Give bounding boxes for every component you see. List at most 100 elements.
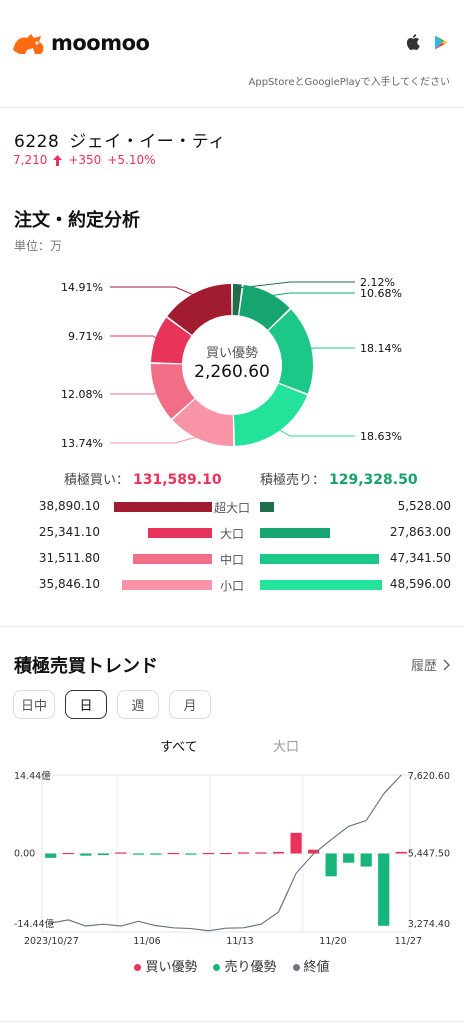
trend-bar (97, 853, 109, 856)
legend-item: 終値 (292, 956, 330, 975)
buy-bar (122, 580, 212, 590)
donut-slice (151, 364, 195, 419)
buy-bar (132, 554, 212, 564)
donut-slice-label: 13.74% (61, 437, 103, 450)
order-bar-row: 25,341.10 大口 27,863.00 (0, 523, 464, 543)
tab-monthly[interactable]: 月 (169, 690, 211, 719)
legend-dot (292, 964, 300, 971)
trend-title: 積極売買トレンド (14, 656, 158, 677)
filter-all[interactable]: すべて (160, 740, 198, 755)
x-tick-label: 2023/10/27 (24, 936, 79, 947)
store-note: AppStoreとGooglePlayで入手してください (248, 77, 451, 88)
buy-value: 35,846.10 (38, 577, 100, 591)
order-bar-row: 35,846.10 小口 48,596.00 (0, 575, 464, 595)
donut-slice-label: 18.14% (360, 342, 402, 355)
donut-slice-label: 18.63% (360, 430, 402, 443)
y-left-tick: 0.00 (14, 849, 35, 860)
google-play-icon[interactable] (434, 35, 448, 50)
y-right-tick: 7,620.60 (408, 771, 450, 782)
trend-bar (115, 852, 127, 854)
legend-item: 売り優勢 (213, 956, 277, 975)
buy-value: 31,511.80 (38, 551, 100, 565)
sell-total: 積極売り： 129,328.50 (260, 469, 418, 488)
order-analysis-title: 注文・約定分析 (14, 210, 140, 231)
trend-bar (150, 853, 162, 855)
buy-value: 25,341.10 (38, 525, 100, 539)
donut-slice-label: 9.71% (68, 330, 103, 343)
order-bar-row: 38,890.10 超大口 5,528.00 (0, 497, 464, 517)
chevron-right-icon (443, 658, 450, 671)
stock-price-line: 7,210 +350 +5.10% (13, 153, 156, 167)
donut-leader-line (110, 335, 160, 341)
donut-center-value: 2,260.60 (194, 362, 270, 382)
tab-weekly[interactable]: 週 (117, 690, 159, 719)
trend-bar (202, 852, 215, 855)
donut-leader-line (110, 435, 202, 444)
trend-chart: 14.44億 0.00 -14.44億 7,620.60 5,447.50 3,274.4… (14, 770, 450, 947)
trend-bar (237, 852, 250, 854)
trend-bar (132, 853, 144, 855)
order-size-category: 小口 (219, 579, 244, 593)
donut-slice-label: 14.91% (61, 281, 103, 294)
order-size-category: 大口 (219, 527, 244, 541)
order-size-category: 超大口 (213, 501, 250, 515)
buy-total-label: 積極買い： (64, 473, 130, 488)
filter-large[interactable]: 大口 (273, 740, 300, 755)
sell-value: 48,596.00 (389, 577, 451, 591)
sell-bar (260, 528, 330, 538)
x-tick-label: 11/13 (226, 936, 253, 947)
trend-bar (255, 852, 267, 854)
legend-dot (213, 964, 221, 971)
sell-value: 27,863.00 (389, 525, 451, 539)
stock-change-pct: +5.10% (107, 153, 156, 167)
trend-bar (167, 852, 180, 855)
app-name: moomoo (51, 31, 150, 55)
legend-label: 終値 (303, 960, 330, 975)
stock-name: ジェイ・イー・ティ (69, 132, 226, 152)
period-tabs: 日中 日 週 月 (13, 690, 211, 719)
stock-change: +350 (68, 153, 102, 167)
trend-bar (290, 832, 302, 854)
buy-bar (148, 528, 212, 538)
donut-leader-line (307, 347, 355, 351)
legend-label: 買い優勢 (145, 960, 198, 975)
moomoo-bull-icon (13, 34, 44, 54)
stock-price: 7,210 (13, 153, 48, 167)
sell-total-label: 積極売り： (260, 473, 326, 488)
donut-slice-label: 2.12% (360, 276, 395, 289)
donut-slice (151, 317, 192, 364)
trend-legend: 買い優勢 売り優勢 終値 (0, 956, 464, 975)
trend-bar (343, 853, 355, 863)
order-bar-row: 31,511.80 中口 47,341.50 (0, 549, 464, 569)
moomoo-logo[interactable]: moomoo (11, 30, 150, 56)
trend-bar (62, 852, 74, 855)
history-link[interactable]: 履歴 (411, 655, 450, 674)
order-size-category: 中口 (219, 553, 244, 567)
trend-bar (185, 853, 197, 855)
buy-bar (114, 502, 212, 512)
app-header: moomoo AppStoreとGooglePlayで入手してください (0, 0, 464, 107)
sell-bar (260, 580, 382, 590)
donut-slice (233, 383, 308, 446)
stock-header: 6228 ジェイ・イー・ティ (14, 127, 236, 152)
legend-dot (134, 964, 142, 971)
trend-bar (80, 853, 92, 856)
donut-leader-line (237, 281, 355, 289)
apple-icon[interactable] (406, 34, 420, 50)
trend-bar (220, 852, 232, 855)
y-left-tick: 14.44億 (14, 770, 51, 782)
donut-slice (167, 284, 232, 335)
buy-value: 38,890.10 (38, 499, 100, 513)
trend-bar (360, 853, 372, 867)
tab-intraday[interactable]: 日中 (13, 690, 55, 719)
donut-slice (232, 284, 242, 316)
trend-bar (325, 853, 337, 877)
legend-item: 買い優勢 (134, 956, 197, 975)
legend-label: 売り優勢 (224, 960, 277, 975)
y-right-tick: 3,274.40 (408, 919, 450, 930)
donut-leader-line (110, 391, 160, 395)
tab-daily[interactable]: 日 (65, 690, 107, 719)
sell-bar (260, 554, 379, 564)
sell-total-value: 129,328.50 (329, 472, 418, 488)
divider (0, 626, 464, 627)
